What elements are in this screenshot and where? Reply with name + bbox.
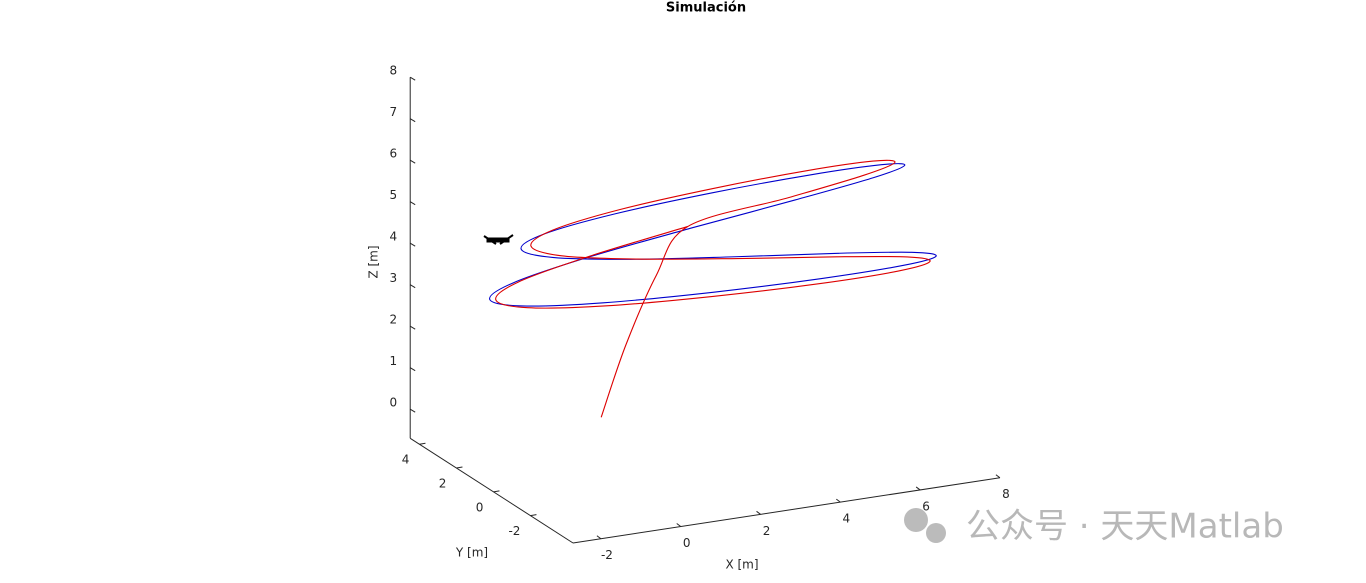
watermark-icon <box>904 508 928 532</box>
drone-arm <box>499 234 514 245</box>
drone-arm <box>483 235 497 245</box>
z-tick-label: 3 <box>390 271 398 285</box>
x-axis <box>572 477 1001 544</box>
y-tick-label: 2 <box>439 477 447 491</box>
y-tick-label: 4 <box>402 453 410 467</box>
x-tick-label: 4 <box>843 512 851 526</box>
trajectory-line <box>489 163 937 307</box>
z-tick <box>409 159 416 164</box>
z-tick-label: 4 <box>390 230 398 244</box>
z-tick <box>409 242 416 247</box>
x-tick <box>756 510 761 515</box>
x-tick-label: -2 <box>601 548 613 562</box>
x-tick-label: 8 <box>1002 487 1010 501</box>
x-tick <box>836 498 841 503</box>
z-tick <box>409 76 416 81</box>
trajectory-line <box>495 159 931 418</box>
y-tick-label: 0 <box>476 500 484 514</box>
x-tick-label: 0 <box>683 536 691 550</box>
z-tick <box>409 201 416 206</box>
drone-body <box>486 237 510 243</box>
x-axis-label: X [m] <box>725 558 758 572</box>
z-tick <box>409 325 416 330</box>
y-tick-label: -2 <box>508 524 520 538</box>
z-axis-label: Z [m] <box>367 245 381 278</box>
z-tick <box>409 367 416 372</box>
y-axis <box>409 437 574 544</box>
y-axis-label: Y [m] <box>455 546 488 560</box>
watermark-icon <box>926 523 946 543</box>
x-tick <box>915 486 921 491</box>
z-tick <box>409 284 416 289</box>
y-tick <box>419 442 426 445</box>
z-tick-label: 0 <box>390 396 398 410</box>
z-tick <box>409 408 416 413</box>
watermark: 公众号 · 天天Matlab <box>904 507 1284 547</box>
z-tick-label: 6 <box>390 147 398 161</box>
z-tick-label: 7 <box>390 105 398 119</box>
watermark-text: 公众号 · 天天Matlab <box>966 507 1284 547</box>
x-tick <box>676 523 682 527</box>
z-tick-label: 1 <box>390 354 398 368</box>
z-tick <box>409 118 416 123</box>
x-tick <box>596 535 602 540</box>
z-tick-label: 8 <box>390 64 398 78</box>
x-tick <box>995 474 1001 479</box>
y-tick <box>456 466 463 469</box>
z-tick-label: 2 <box>390 313 398 327</box>
x-tick-label: 2 <box>763 524 771 538</box>
z-tick-label: 5 <box>390 188 398 202</box>
y-tick <box>493 490 500 493</box>
x-tick-label: 6 <box>922 499 930 513</box>
chart-title: Simulación <box>666 1 746 16</box>
drone-icon <box>483 234 514 245</box>
y-tick <box>530 514 537 517</box>
